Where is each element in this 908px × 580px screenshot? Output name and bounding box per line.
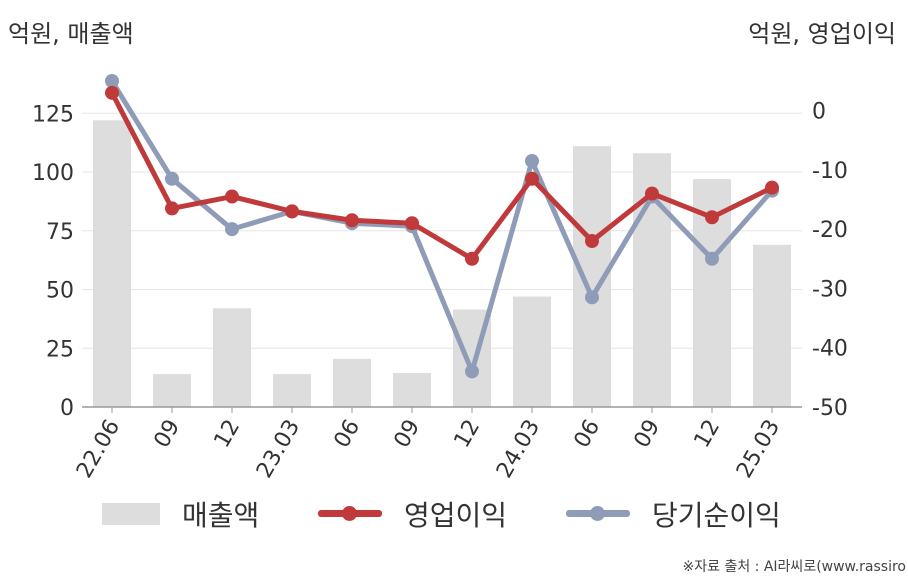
point-operating-profit xyxy=(405,216,419,231)
bar-series-revenue xyxy=(93,120,791,408)
legend-item-revenue: 매출액 xyxy=(102,492,259,536)
x-tick-label: 09 xyxy=(150,416,186,453)
point-operating-profit xyxy=(285,204,299,219)
left-tick-label: 25 xyxy=(46,337,74,362)
point-operating-profit xyxy=(345,213,359,228)
line-series xyxy=(105,73,779,379)
point-net-income xyxy=(585,290,599,305)
x-tick-label: 23.03 xyxy=(252,416,305,483)
bar-revenue xyxy=(333,358,371,407)
point-operating-profit xyxy=(645,186,659,201)
axes xyxy=(82,406,802,413)
right-tick-label: -20 xyxy=(812,218,848,243)
line-net-income xyxy=(109,78,775,374)
point-net-income xyxy=(525,153,539,168)
left-tick-label: 125 xyxy=(32,102,74,127)
point-net-income xyxy=(225,222,239,237)
legend: 매출액 영업이익 당기순이익 xyxy=(0,492,908,536)
point-operating-profit xyxy=(225,189,239,204)
point-net-income xyxy=(705,251,719,266)
legend-label-operating-profit: 영업이익 xyxy=(404,499,508,532)
point-operating-profit xyxy=(765,180,779,195)
bar-revenue xyxy=(213,308,251,407)
x-tick-label: 25.03 xyxy=(732,416,785,483)
point-operating-profit xyxy=(705,210,719,225)
x-tick-label: 12 xyxy=(450,416,486,453)
x-tick-label: 24.03 xyxy=(492,416,545,483)
x-tick-label: 09 xyxy=(390,416,426,453)
legend-item-net-income: 당기순이익 xyxy=(566,492,781,536)
point-net-income xyxy=(465,364,479,379)
x-tick-label: 09 xyxy=(630,416,666,453)
bar-revenue xyxy=(273,374,311,407)
left-tick-label: 50 xyxy=(46,279,74,304)
legend-swatch-revenue xyxy=(102,503,160,525)
right-tick-label: -30 xyxy=(812,277,848,302)
left-tick-label: 0 xyxy=(60,396,74,421)
point-operating-profit xyxy=(165,201,179,216)
right-axis-unit: 억원, 영업이익 xyxy=(748,20,896,48)
left-tick-label: 100 xyxy=(32,161,74,186)
x-tick-label: 22.06 xyxy=(72,416,125,483)
bar-revenue xyxy=(393,372,431,407)
right-tick-label: -50 xyxy=(812,396,848,421)
right-tick-label: -10 xyxy=(812,159,848,184)
legend-label-revenue: 매출액 xyxy=(182,499,260,532)
legend-swatch-operating-profit xyxy=(318,503,382,525)
point-operating-profit xyxy=(585,234,599,249)
right-tick-label: 0 xyxy=(812,100,826,125)
bar-revenue xyxy=(153,374,191,407)
left-axis-unit: 억원, 매출액 xyxy=(8,20,134,48)
x-tick-label: 12 xyxy=(690,416,726,453)
x-tick-label: 12 xyxy=(210,416,246,453)
legend-item-operating-profit: 영업이익 xyxy=(318,492,507,536)
point-operating-profit xyxy=(525,171,539,186)
source-note: ※자료 출처 : AI라씨로(www.rassiro xyxy=(682,559,906,575)
bar-revenue xyxy=(93,120,131,408)
point-net-income xyxy=(105,73,119,88)
line-operating-profit xyxy=(109,90,775,262)
bar-revenue xyxy=(513,296,551,407)
point-operating-profit xyxy=(105,85,119,100)
legend-swatch-net-income xyxy=(566,503,630,525)
left-tick-label: 75 xyxy=(46,220,74,245)
x-tick-label: 06 xyxy=(330,416,366,453)
point-net-income xyxy=(165,171,179,186)
point-operating-profit xyxy=(465,251,479,266)
legend-label-net-income: 당기순이익 xyxy=(652,499,781,532)
bar-revenue xyxy=(753,244,791,407)
right-tick-label: -40 xyxy=(812,337,848,362)
x-tick-label: 06 xyxy=(570,416,606,453)
